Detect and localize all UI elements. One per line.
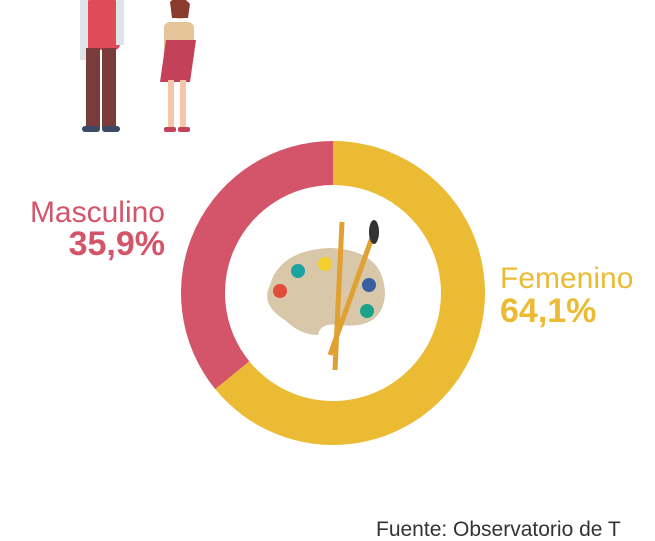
infographic: Masculino 35,9% Femenino 64,1% Fuente: O… bbox=[0, 0, 655, 541]
value-label: 35,9% bbox=[69, 225, 165, 263]
category-label: Femenino bbox=[500, 262, 633, 295]
source: Fuente: Observatorio de T bbox=[376, 518, 621, 541]
people-illustration bbox=[80, 0, 196, 132]
palette-illustration bbox=[267, 220, 385, 370]
value-label: 64,1% bbox=[500, 292, 596, 330]
